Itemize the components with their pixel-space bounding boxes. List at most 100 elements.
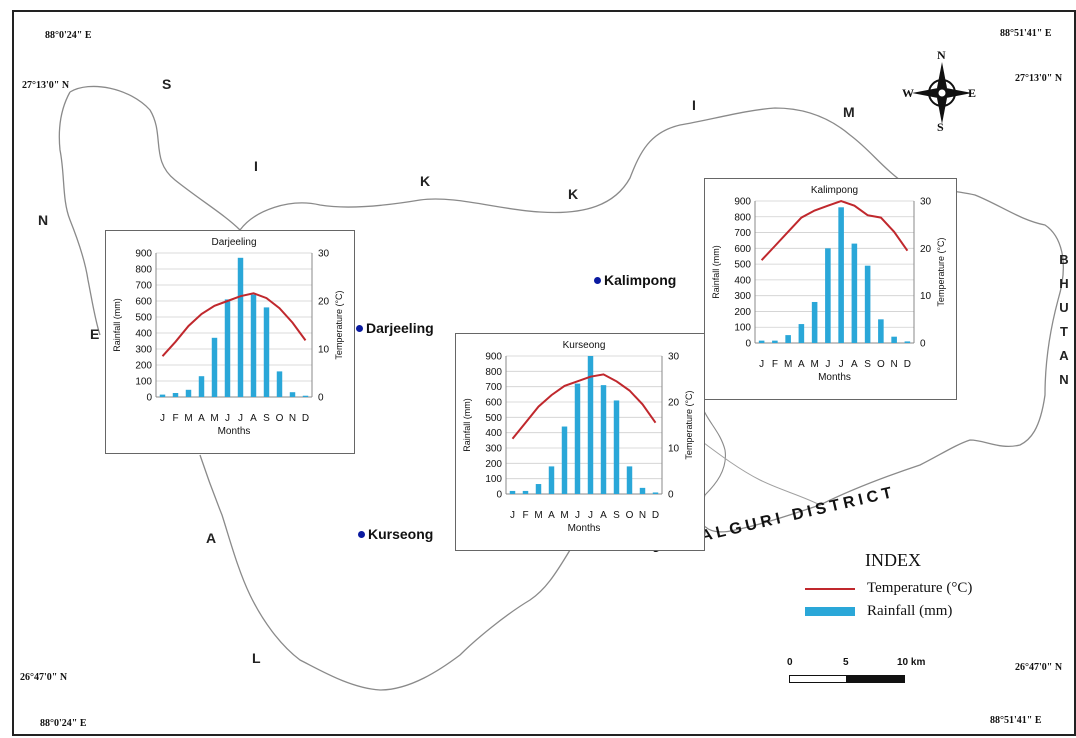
rainfall-bar: [198, 376, 205, 397]
coord-bottom-right-lat: 26°47'0" N: [1015, 662, 1063, 673]
coord-top-left-lat: 27°13'0" N: [22, 80, 70, 91]
rainfall-bar: [891, 336, 897, 343]
bhutan-letter: T: [1060, 324, 1068, 339]
x-tick-label: N: [289, 413, 296, 424]
compass-s: S: [937, 120, 944, 134]
temperature-line: [161, 292, 307, 357]
y-tick-label: 100: [485, 474, 502, 485]
rainfall-bar: [224, 299, 231, 397]
y-tick-label: 400: [734, 275, 751, 286]
rainfall-bar: [509, 490, 516, 494]
legend-rainfall-swatch: [805, 607, 855, 617]
climograph-kurseong-svg: Kurseong 0 100 200 300 400 500 600 700 800 900 0 10 2…: [462, 340, 694, 534]
climograph-kalimpong: Kalimpong 0 100 200 300 400 500 600 700 800 900 0 10…: [704, 178, 957, 400]
rainfall-bar: [263, 307, 270, 397]
x-tick-label: A: [600, 510, 607, 521]
x-tick-label: N: [891, 359, 898, 370]
y-tick-label: 900: [734, 197, 751, 208]
rainfall-bar: [535, 484, 542, 494]
y2-tick-label: 20: [668, 398, 680, 409]
y-tick-label: 0: [745, 339, 751, 350]
bhutan-letter: H: [1059, 276, 1069, 291]
y-tick-label: 600: [734, 244, 751, 255]
rainfall-bar: [811, 301, 818, 343]
temperature-line: [760, 199, 909, 261]
coord-bottom-right-lon: 88°51'41" E: [990, 715, 1042, 726]
rainfall-bar: [159, 394, 166, 397]
climograph-kurseong: Kurseong 0 100 200 300 400 500 600 700 800 900 0 10 2…: [455, 333, 705, 551]
scale-segment-black: [847, 675, 905, 683]
chart-title: Kurseong: [563, 340, 606, 351]
legend-temperature: Temperature (°C): [805, 580, 972, 597]
x-tick-label: M: [784, 359, 792, 370]
y-tick-label: 700: [135, 281, 152, 292]
x-tick-label: J: [588, 510, 593, 521]
x-tick-label: J: [238, 413, 243, 424]
x-tick-label: D: [904, 359, 911, 370]
town-label: Kurseong: [368, 526, 434, 542]
x-tick-label: S: [613, 510, 620, 521]
x-tick-label: J: [575, 510, 580, 521]
x-tick-label: N: [639, 510, 646, 521]
x-tick-label: J: [839, 359, 844, 370]
x-tick-label: S: [263, 413, 270, 424]
rainfall-bar: [237, 257, 244, 397]
rainfall-bar: [851, 243, 858, 343]
scale-label-0: 0: [787, 657, 793, 668]
district-boundary-south: [199, 454, 571, 691]
y2-tick-label: 0: [668, 490, 674, 501]
y2-tick-label: 30: [668, 352, 680, 363]
y-tick-label: 700: [485, 382, 502, 393]
y-tick-label: 700: [734, 228, 751, 239]
y-axis-label: Rainfall (mm): [462, 398, 472, 452]
x-tick-label: J: [759, 359, 764, 370]
legend-temperature-label: Temperature (°C): [867, 580, 973, 596]
y2-tick-label: 0: [920, 339, 926, 350]
rainfall-bar: [600, 385, 607, 494]
town-dot: [358, 530, 365, 538]
rainfall-bar: [785, 335, 791, 343]
x-tick-label: O: [877, 359, 885, 370]
scale-label-5: 5: [843, 657, 849, 668]
compass-w: W: [902, 86, 914, 100]
rainfall-bar: [639, 487, 646, 494]
y2-axis-label: Temperature (°C): [936, 237, 946, 306]
x-axis-label: Months: [568, 523, 601, 534]
chart-title: Darjeeling: [211, 237, 256, 248]
y2-tick-label: 10: [920, 291, 932, 302]
bhutan-letter: N: [1059, 372, 1069, 387]
x-tick-label: M: [810, 359, 818, 370]
x-tick-label: O: [626, 510, 634, 521]
rainfall-bar: [522, 490, 529, 494]
x-tick-label: M: [560, 510, 568, 521]
town-dot: [356, 324, 363, 332]
x-tick-label: F: [172, 413, 178, 424]
y-axis-label: Rainfall (mm): [711, 245, 721, 299]
rainfall-bar: [613, 400, 620, 494]
y-tick-label: 300: [135, 345, 152, 356]
climograph-kalimpong-svg: Kalimpong 0 100 200 300 400 500 600 700 800 900 0 10…: [711, 185, 946, 383]
scale-bar: 0 5 10 km: [785, 655, 925, 695]
x-tick-label: D: [302, 413, 309, 424]
town-label: Kalimpong: [604, 272, 677, 288]
sikkim-letter: I: [254, 158, 258, 174]
bhutan-label: B H U T A N: [1056, 248, 1072, 392]
rainfall-bar: [302, 395, 309, 397]
y-tick-label: 600: [485, 398, 502, 409]
coord-top-right-lon: 88°51'41" E: [1000, 28, 1052, 39]
rainfall-bar: [838, 207, 844, 343]
nepal-letter: E: [90, 326, 100, 342]
y-tick-label: 500: [485, 413, 502, 424]
y-tick-label: 800: [734, 212, 751, 223]
district-boundary: [69, 85, 1064, 533]
map-frame: [12, 10, 1076, 736]
town-dot: [594, 276, 601, 284]
y-tick-label: 400: [485, 428, 502, 439]
town-kalimpong: Kalimpong: [594, 272, 676, 288]
inner-boundary: [699, 439, 821, 506]
compass-n: N: [937, 48, 946, 62]
rainfall-bar: [758, 340, 765, 343]
y-tick-label: 900: [135, 249, 152, 260]
sikkim-letter: S: [162, 76, 172, 92]
legend: INDEX Temperature (°C) Rainfall (mm): [805, 550, 1065, 630]
